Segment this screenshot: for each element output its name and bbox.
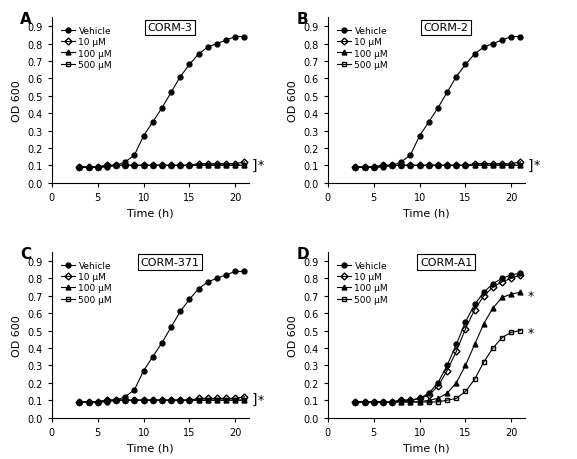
- Text: CORM-371: CORM-371: [141, 257, 200, 268]
- Text: ]: ]: [252, 158, 257, 172]
- X-axis label: Time (h): Time (h): [127, 208, 174, 218]
- Text: *: *: [258, 159, 264, 172]
- Text: ]: ]: [528, 158, 534, 172]
- Legend: Vehicle, 10 μM, 100 μM, 500 μM: Vehicle, 10 μM, 100 μM, 500 μM: [336, 26, 389, 71]
- Y-axis label: OD 600: OD 600: [288, 80, 298, 122]
- Text: *: *: [528, 326, 534, 339]
- Text: B: B: [297, 12, 308, 27]
- X-axis label: Time (h): Time (h): [403, 442, 450, 452]
- Text: *: *: [534, 159, 540, 172]
- Text: CORM-2: CORM-2: [424, 23, 469, 34]
- Text: CORM-A1: CORM-A1: [420, 257, 473, 268]
- Legend: Vehicle, 10 μM, 100 μM, 500 μM: Vehicle, 10 μM, 100 μM, 500 μM: [61, 260, 113, 305]
- Y-axis label: OD 600: OD 600: [12, 314, 22, 356]
- X-axis label: Time (h): Time (h): [127, 442, 174, 452]
- Legend: Vehicle, 10 μM, 100 μM, 500 μM: Vehicle, 10 μM, 100 μM, 500 μM: [61, 26, 113, 71]
- Text: A: A: [20, 12, 32, 27]
- X-axis label: Time (h): Time (h): [403, 208, 450, 218]
- Text: *: *: [528, 290, 534, 302]
- Y-axis label: OD 600: OD 600: [288, 314, 298, 356]
- Text: ]: ]: [252, 392, 257, 406]
- Legend: Vehicle, 10 μM, 100 μM, 500 μM: Vehicle, 10 μM, 100 μM, 500 μM: [336, 260, 389, 305]
- Y-axis label: OD 600: OD 600: [12, 80, 22, 122]
- Text: C: C: [20, 246, 32, 261]
- Text: D: D: [297, 246, 309, 261]
- Text: *: *: [258, 393, 264, 406]
- Text: CORM-3: CORM-3: [148, 23, 193, 34]
